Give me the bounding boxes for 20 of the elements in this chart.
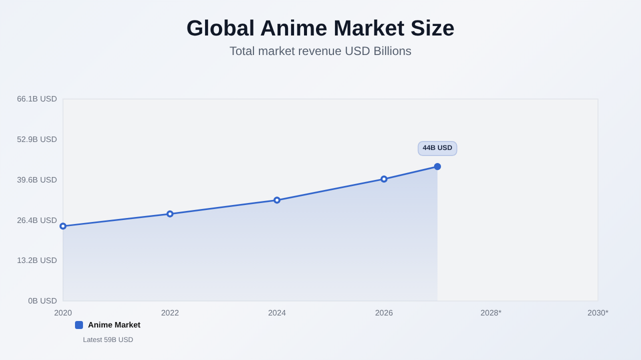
legend-label: Anime Market bbox=[88, 320, 141, 330]
x-tick-label: 2024 bbox=[268, 308, 286, 318]
x-tick-label: 2028* bbox=[480, 308, 502, 318]
y-tick-label: 13.2B USD bbox=[16, 256, 58, 266]
x-tick-label: 2020 bbox=[54, 308, 72, 318]
x-tick-label: 2030* bbox=[588, 308, 608, 318]
y-tick-label: 0B USD bbox=[28, 296, 58, 306]
point bbox=[380, 176, 388, 183]
y-tick-label: 39.6B USD bbox=[16, 175, 58, 184]
x-tick-label: 2026 bbox=[375, 308, 394, 318]
point bbox=[60, 222, 66, 230]
x-tick-label: 2022 bbox=[161, 308, 180, 318]
point bbox=[434, 163, 441, 170]
point bbox=[166, 210, 174, 218]
y-tick-label: 66.1B USD bbox=[16, 94, 58, 104]
y-tick-label: 52.9B USD bbox=[16, 134, 58, 144]
chart-title: Global Anime Market Size bbox=[186, 16, 455, 40]
y-tick-label: 26.4B USD bbox=[16, 216, 58, 225]
chart-subtitle: Total market revenue USD Billions bbox=[229, 44, 412, 58]
point bbox=[274, 196, 280, 204]
